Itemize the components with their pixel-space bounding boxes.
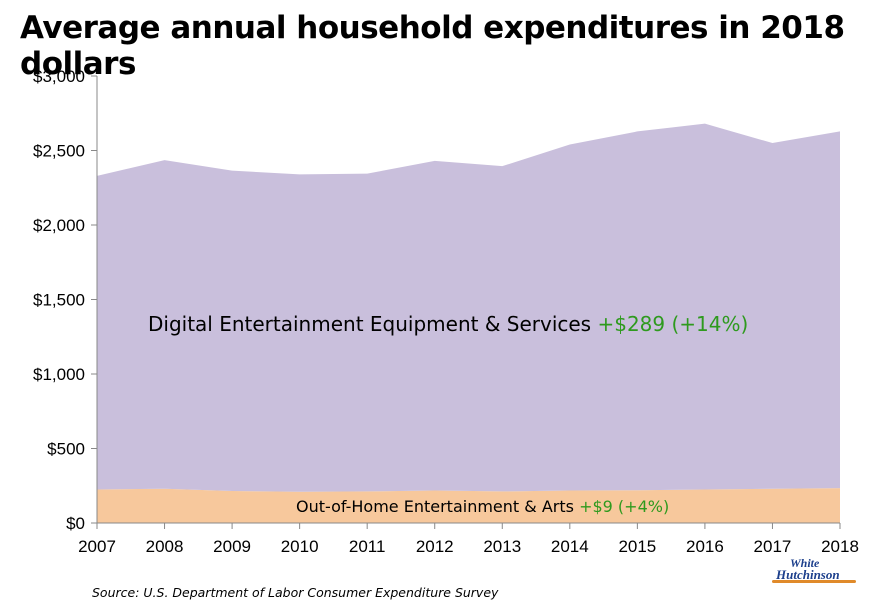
digital-series-annotation: Digital Entertainment Equipment & Servic… xyxy=(148,312,748,336)
y-tick-label: $2,500 xyxy=(33,142,85,161)
x-tick-label: 2018 xyxy=(821,537,859,556)
chart-title: Average annual household expenditures in… xyxy=(20,10,845,82)
x-tick-label: 2014 xyxy=(551,537,589,556)
x-tick-label: 2009 xyxy=(213,537,251,556)
y-axis-ticks: $0 $500 $1,000 $1,500 $2,000 $2,500 $3,000 xyxy=(33,67,97,533)
logo-swoosh xyxy=(772,580,856,583)
source-note: Source: U.S. Department of Labor Consume… xyxy=(92,585,499,600)
y-tick-label: $1,500 xyxy=(33,291,85,310)
x-tick-label: 2015 xyxy=(618,537,656,556)
x-tick-label: 2011 xyxy=(349,537,386,556)
x-tick-label: 2017 xyxy=(754,537,792,556)
y-tick-label: $500 xyxy=(47,440,85,459)
out-of-home-area xyxy=(97,488,840,523)
x-tick-label: 2008 xyxy=(146,537,184,556)
y-tick-label: $3,000 xyxy=(33,67,85,86)
x-tick-label: 2013 xyxy=(483,537,521,556)
out-of-home-series-label: Out-of-Home Entertainment & Arts xyxy=(296,497,574,516)
x-tick-label: 2007 xyxy=(78,537,116,556)
out-of-home-series-annotation: Out-of-Home Entertainment & Arts +$9 (+4… xyxy=(296,497,669,516)
x-axis-ticks: 2007 2008 2009 2010 2011 2012 2013 2014 2015 2016… xyxy=(78,523,859,556)
digital-series-label: Digital Entertainment Equipment & Servic… xyxy=(148,312,592,336)
y-tick-label: $0 xyxy=(66,514,85,533)
y-tick-label: $1,000 xyxy=(33,365,85,384)
x-tick-label: 2012 xyxy=(416,537,454,556)
white-hutchinson-logo: White Hutchinson xyxy=(772,556,862,602)
x-tick-label: 2010 xyxy=(281,537,319,556)
digital-series-change: +$289 (+14%) xyxy=(597,312,749,336)
logo-line-2: Hutchinson xyxy=(776,567,840,582)
out-of-home-series-change: +$9 (+4%) xyxy=(579,497,670,516)
y-tick-label: $2,000 xyxy=(33,216,85,235)
area-layers xyxy=(97,123,840,523)
logo-line-1: White xyxy=(790,556,820,570)
digital-area xyxy=(97,123,840,492)
x-tick-label: 2016 xyxy=(686,537,724,556)
